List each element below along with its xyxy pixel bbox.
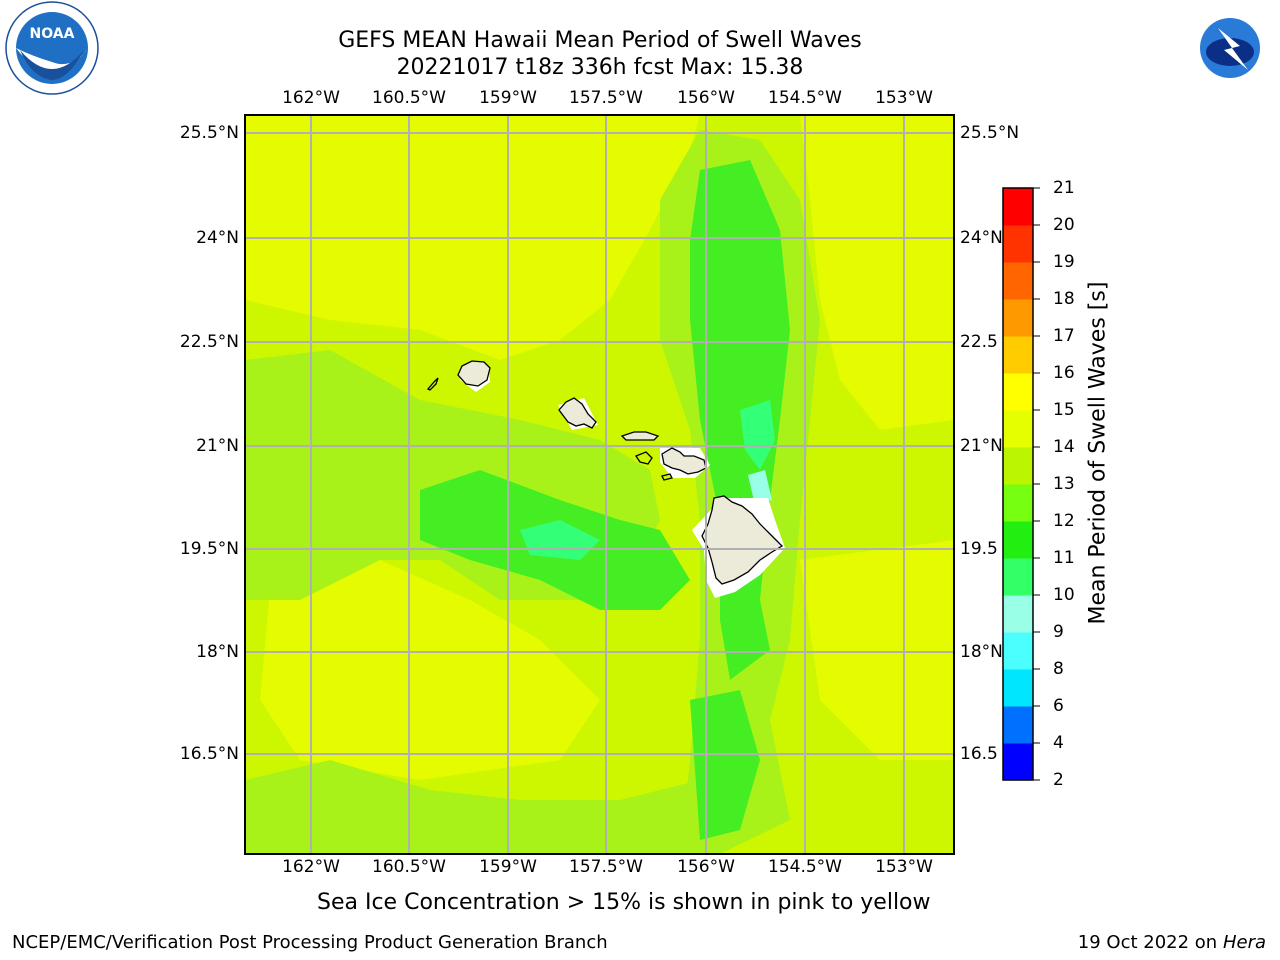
lon-tick-label-top: 153°W <box>875 88 933 108</box>
lat-tick-label-right: 25.5°N <box>960 123 1020 143</box>
contour-14-15-southeast <box>800 540 954 760</box>
lat-tick-label-right: 16.5 <box>960 744 998 764</box>
contour-9-10-cyan <box>748 470 772 505</box>
colorbar-segment <box>1003 373 1033 411</box>
lon-tick-label-top: 159°W <box>479 88 537 108</box>
colorbar-label: Mean Period of Swell Waves [s] <box>1085 281 1111 625</box>
contour-12-13-south <box>245 760 700 854</box>
colorbar-frame <box>1002 187 1034 781</box>
lat-tick-label-right: 21°N <box>960 436 1003 456</box>
colorbar-segment <box>1003 669 1033 707</box>
colorbar-segment <box>1003 410 1033 448</box>
lat-tick-label-left: 24°N <box>196 228 239 248</box>
island-hawaii <box>701 495 784 585</box>
footer-host: Hera <box>1222 932 1266 953</box>
colorbar-tick-label: 4 <box>1053 733 1064 753</box>
lat-tick-label-right: 22.5 <box>960 332 998 352</box>
map-gridlines <box>245 115 954 854</box>
island-oahu <box>558 397 597 429</box>
chart-title: GEFS MEAN Hawaii Mean Period of Swell Wa… <box>338 28 862 53</box>
colorbar-segment <box>1003 706 1033 744</box>
lon-tick-label-bot: 160.5°W <box>372 857 446 877</box>
island-niihau <box>426 377 439 391</box>
colorbar-tick-label: 12 <box>1053 511 1075 531</box>
lat-tick-label-left: 25.5°N <box>179 123 239 143</box>
map-frame <box>244 114 955 855</box>
colorbar <box>1003 187 1040 781</box>
colorbar-tick-label: 16 <box>1053 363 1075 383</box>
noaa-logo: NOAA <box>5 1 99 95</box>
lon-tick-label-top: 154.5°W <box>768 88 842 108</box>
lat-tick-label-left: 18°N <box>196 642 239 662</box>
colorbar-segment <box>1003 299 1033 337</box>
colorbar-segment <box>1003 632 1033 670</box>
colorbar-tick-label: 21 <box>1053 178 1075 198</box>
island-kauai <box>457 360 491 387</box>
lon-tick-label-top: 162°W <box>282 88 340 108</box>
colorbar-segment <box>1003 262 1033 300</box>
lon-tick-label-bot: 153°W <box>875 857 933 877</box>
lon-tick-label-bot: 162°W <box>282 857 340 877</box>
lon-tick-label-bot: 159°W <box>479 857 537 877</box>
colorbar-segment <box>1003 743 1033 781</box>
colorbar-segment <box>1003 595 1033 633</box>
lat-tick-label-right: 24°N <box>960 228 1003 248</box>
lat-tick-label-right: 18°N <box>960 642 1003 662</box>
colorbar-tick-label: 19 <box>1053 252 1075 272</box>
colorbar-tick-label: 6 <box>1053 696 1064 716</box>
lon-tick-label-top: 157.5°W <box>569 88 643 108</box>
colorbar-tick-label: 14 <box>1053 437 1075 457</box>
lon-tick-label-bot: 156°W <box>677 857 735 877</box>
colorbar-segment <box>1003 336 1033 374</box>
contour-10-11-north-of-hawaii <box>740 400 775 470</box>
island-kahoolawe <box>661 473 673 481</box>
islands <box>426 360 784 585</box>
colorbar-tick-label: 17 <box>1053 326 1075 346</box>
footer-date: 19 Oct 2022 on <box>1077 932 1223 953</box>
lat-tick-label-left: 21°N <box>196 436 239 456</box>
contour-14-15-south <box>260 560 600 780</box>
colorbar-tick-label: 15 <box>1053 400 1075 420</box>
colorbar-tick-label: 11 <box>1053 548 1075 568</box>
sea-ice-note: Sea Ice Concentration > 15% is shown in … <box>317 890 931 915</box>
colorbar-tick-label: 20 <box>1053 215 1075 235</box>
footer-right: 19 Oct 2022 on Hera <box>1078 932 1266 953</box>
lon-tick-label-bot: 157.5°W <box>569 857 643 877</box>
nws-logo <box>1186 4 1274 92</box>
colorbar-tick-label: 8 <box>1053 659 1064 679</box>
lat-tick-label-right: 19.5 <box>960 539 998 559</box>
lat-tick-label-left: 22.5°N <box>179 332 239 352</box>
colorbar-segment <box>1003 521 1033 559</box>
lon-tick-label-bot: 154.5°W <box>768 857 842 877</box>
colorbar-tick-label: 18 <box>1053 289 1075 309</box>
colorbar-segment <box>1003 188 1033 226</box>
colorbar-tick-label: 13 <box>1053 474 1075 494</box>
island-molokai <box>620 431 660 441</box>
chart-subtitle: 20221017 t18z 336h fcst Max: 15.38 <box>396 55 804 80</box>
lat-tick-label-left: 19.5°N <box>179 539 239 559</box>
swell-period-contours <box>245 115 954 854</box>
contour-11-12-south <box>690 690 760 840</box>
lat-tick-label-left: 16.5°N <box>179 744 239 764</box>
noaa-logo-text: NOAA <box>30 26 75 42</box>
colorbar-segment <box>1003 225 1033 263</box>
colorbar-segment <box>1003 484 1033 522</box>
island-lanai <box>635 451 653 465</box>
colorbar-segment <box>1003 558 1033 596</box>
lon-tick-label-top: 160.5°W <box>372 88 446 108</box>
colorbar-segment <box>1003 447 1033 485</box>
contour-14-15-east <box>800 115 954 430</box>
footer-left: NCEP/EMC/Verification Post Processing Pr… <box>12 932 608 953</box>
colorbar-tick-label: 2 <box>1053 770 1064 790</box>
colorbar-tick-label: 9 <box>1053 622 1064 642</box>
lon-tick-label-top: 156°W <box>677 88 735 108</box>
colorbar-tick-label: 10 <box>1053 585 1075 605</box>
